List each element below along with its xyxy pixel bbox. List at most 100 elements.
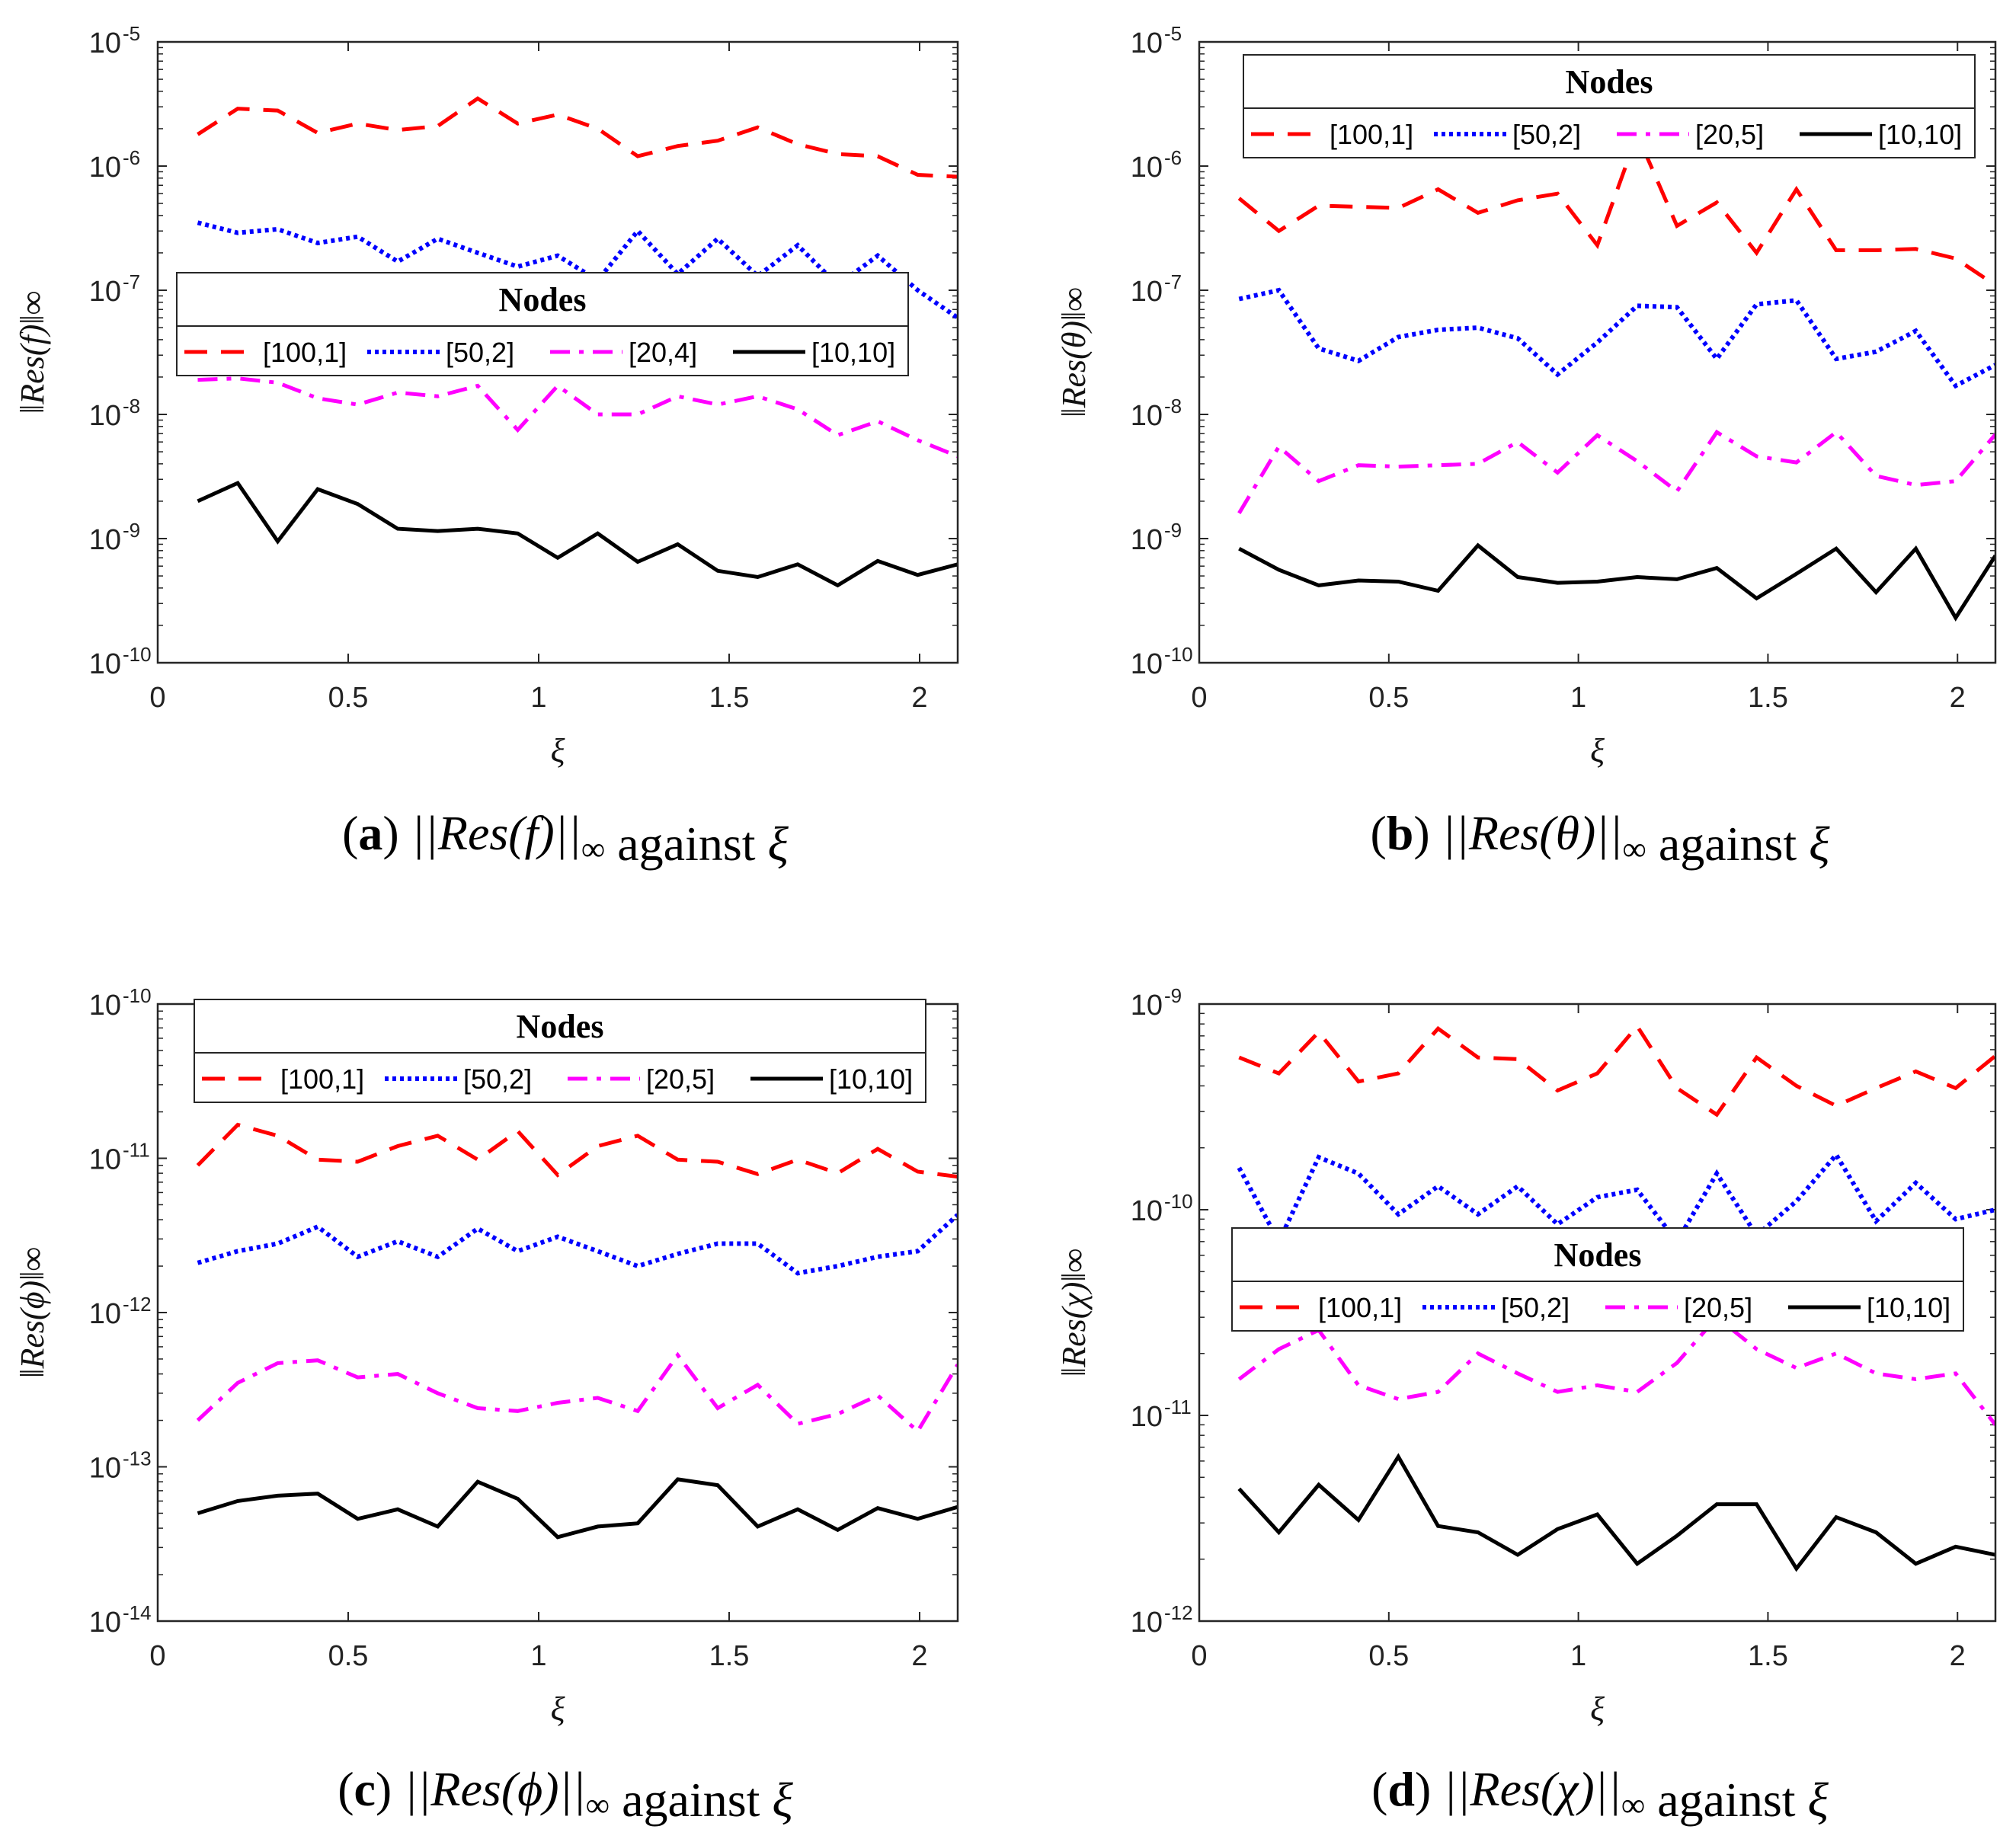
y-tick-exponent: -11 bbox=[123, 1139, 150, 1162]
y-tick-label: 10 bbox=[1131, 276, 1163, 308]
caption-part: ξ bbox=[1808, 1773, 1829, 1827]
caption-part: against bbox=[610, 1773, 772, 1827]
x-tick-label: 1 bbox=[530, 682, 546, 714]
y-tick-label: 10 bbox=[89, 1607, 121, 1639]
series-line--50-2- bbox=[197, 1213, 958, 1276]
y-tick-label: 10 bbox=[89, 27, 121, 59]
caption-part: ) bbox=[1413, 806, 1442, 860]
x-tick-label: 0 bbox=[149, 682, 165, 714]
x-axis-label: ξ bbox=[551, 1690, 565, 1728]
y-tick-label: 10 bbox=[1131, 990, 1163, 1022]
x-axis-label: ξ bbox=[551, 732, 565, 769]
caption-part: ξ bbox=[772, 1773, 793, 1827]
series-group bbox=[1237, 1022, 1995, 1572]
y-tick-exponent: -6 bbox=[1164, 146, 1182, 169]
y-tick-label: 10 bbox=[89, 152, 121, 184]
series-line--100-1- bbox=[1238, 1022, 1995, 1118]
y-tick-label: 10 bbox=[1131, 524, 1163, 556]
series-line--10-10- bbox=[1237, 1453, 1995, 1572]
legend-title: Nodes bbox=[499, 281, 587, 318]
caption-part: b bbox=[1387, 806, 1414, 860]
x-tick-label: 0.5 bbox=[328, 682, 369, 714]
x-tick-label: 0.5 bbox=[1368, 682, 1409, 714]
legend-entry: [20,5] bbox=[1684, 1292, 1752, 1323]
y-tick-exponent: -10 bbox=[123, 643, 152, 666]
legend: Nodes [100,1] [50,2] [20,5] [10,10] bbox=[1243, 54, 1976, 158]
caption: (c) ||Res(ϕ)||∞ against ξ bbox=[338, 1762, 793, 1827]
y-tick-exponent: -11 bbox=[1164, 1396, 1192, 1418]
legend-entry: [50,2] bbox=[1512, 119, 1581, 150]
caption-subscript: ∞ bbox=[586, 1786, 610, 1824]
legend-title: Nodes bbox=[1566, 63, 1653, 101]
caption-part: a bbox=[358, 806, 382, 860]
y-tick-exponent: -8 bbox=[123, 395, 140, 417]
series-line--20-5- bbox=[196, 1351, 958, 1434]
caption: (d) ||Res(χ)||∞ against ξ bbox=[1371, 1762, 1829, 1827]
x-tick-label: 2 bbox=[1950, 682, 1966, 714]
legend-entry: [100,1] bbox=[280, 1063, 364, 1095]
x-tick-label: 0 bbox=[1191, 682, 1207, 714]
caption-part: against bbox=[1645, 1773, 1807, 1827]
caption-part: ( bbox=[1370, 806, 1386, 860]
series-line--10-10- bbox=[1238, 542, 1995, 622]
legend: Nodes [100,1] [50,2] [20,5] [10,10] bbox=[1231, 1227, 1964, 1332]
series-line--50-2- bbox=[197, 220, 958, 320]
x-tick-label: 2 bbox=[911, 682, 927, 714]
y-tick-exponent: -7 bbox=[1164, 270, 1182, 293]
x-tick-label: 1.5 bbox=[709, 1640, 750, 1672]
y-tick-exponent: -12 bbox=[1164, 1601, 1193, 1624]
y-tick-exponent: -5 bbox=[123, 22, 140, 45]
legend-entry: [20,5] bbox=[646, 1063, 715, 1095]
caption-part: ||Res(θ)|| bbox=[1442, 806, 1623, 860]
caption-part: ( bbox=[1371, 1762, 1387, 1816]
x-axis-label: ξ bbox=[1590, 1690, 1605, 1728]
legend-box bbox=[1231, 1227, 1964, 1332]
y-tick-label: 10 bbox=[89, 400, 121, 432]
series-group bbox=[1237, 129, 1995, 622]
legend-box bbox=[194, 999, 926, 1103]
series-line--50-2- bbox=[1237, 1150, 1995, 1247]
series-line--100-1- bbox=[196, 1122, 958, 1179]
series-line--10-10- bbox=[197, 480, 958, 588]
y-tick-exponent: -12 bbox=[123, 1293, 152, 1316]
y-tick-exponent: -10 bbox=[1164, 1190, 1193, 1213]
legend-entry: [50,2] bbox=[446, 337, 514, 368]
caption-part: ) bbox=[376, 1762, 404, 1816]
caption-subscript: ∞ bbox=[1623, 830, 1646, 868]
y-tick-label: 10 bbox=[1131, 1607, 1163, 1639]
y-axis-label: ‖Res(ϕ)‖∞ bbox=[14, 1247, 51, 1378]
series-line--100-1- bbox=[1237, 129, 1995, 287]
series-group bbox=[197, 96, 958, 588]
legend-box bbox=[1243, 54, 1976, 158]
series-line--50-2- bbox=[1238, 287, 1995, 389]
y-tick-exponent: -10 bbox=[1164, 643, 1193, 666]
x-tick-label: 2 bbox=[1950, 1640, 1966, 1672]
y-tick-exponent: -5 bbox=[1164, 22, 1182, 45]
legend-entry: [10,10] bbox=[829, 1063, 913, 1095]
x-axis: 0 0.5 1 1.5 2 bbox=[149, 1004, 928, 1672]
y-tick-exponent: -9 bbox=[1164, 984, 1182, 1007]
y-tick-label: 10 bbox=[1131, 400, 1163, 432]
caption-part: d bbox=[1387, 1762, 1415, 1816]
legend-entry: [50,2] bbox=[1501, 1292, 1570, 1323]
caption-part: ||Res(χ)|| bbox=[1443, 1762, 1621, 1816]
legend-entry: [20,4] bbox=[629, 337, 697, 368]
y-tick-label: 10 bbox=[1131, 152, 1163, 184]
legend-entry: [10,10] bbox=[811, 337, 895, 368]
axes-box bbox=[1198, 1003, 1997, 1623]
y-tick-label: 10 bbox=[89, 990, 121, 1022]
y-tick-label: 10 bbox=[89, 1298, 121, 1330]
legend-entry: [50,2] bbox=[463, 1063, 532, 1095]
y-axis-label: ‖Res(f)‖∞ bbox=[14, 291, 51, 414]
legend-entry: [10,10] bbox=[1867, 1292, 1950, 1323]
legend-box bbox=[176, 272, 909, 376]
plot-area bbox=[158, 1004, 958, 1621]
y-tick-label: 10 bbox=[1131, 1401, 1163, 1433]
axes-box bbox=[156, 40, 959, 664]
series-line--20-5- bbox=[1237, 429, 1995, 514]
